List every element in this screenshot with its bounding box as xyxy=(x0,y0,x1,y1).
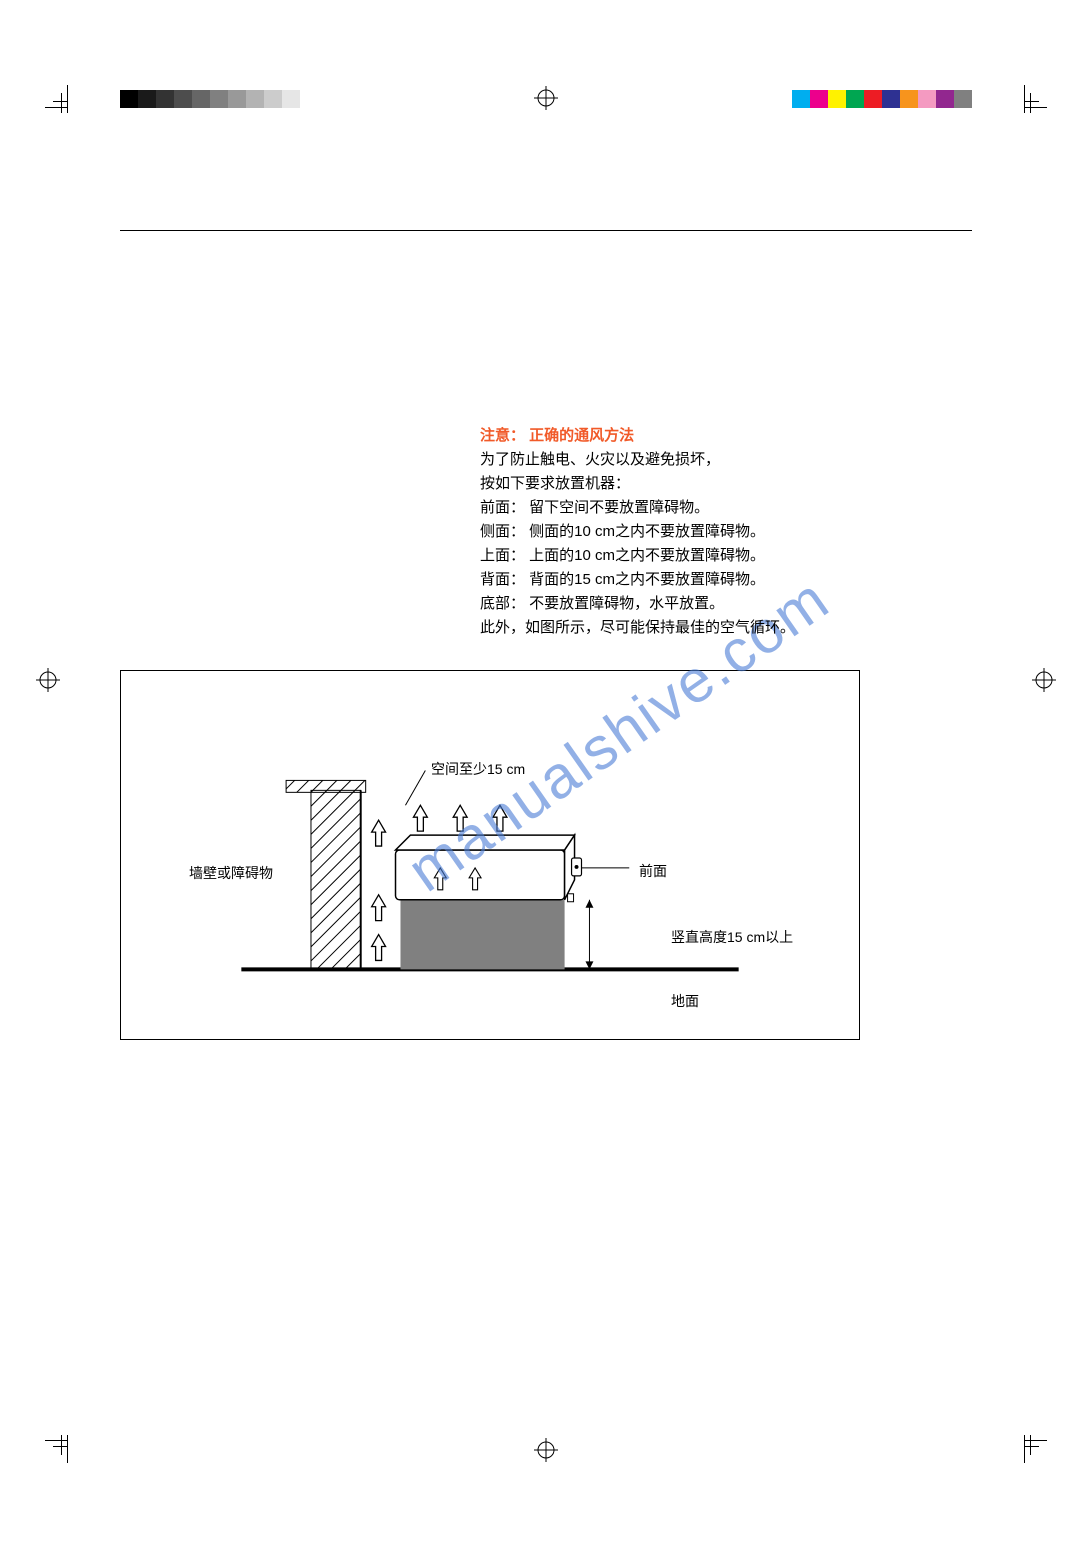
ventilation-diagram: 墙壁或障碍物 空间至少15 cm 前面 竖直高度15 cm以上 地面 xyxy=(120,670,860,1040)
grayscale-calibration-bar xyxy=(120,90,300,108)
header-rule xyxy=(120,230,972,231)
caution-line: 此外，如图所示，尽可能保持最佳的空气循环。 xyxy=(480,616,972,640)
caution-line: 侧面： 侧面的10 cm之内不要放置障碍物。 xyxy=(480,520,972,544)
color-calibration-bar xyxy=(792,90,972,108)
crop-mark-br xyxy=(1007,1423,1047,1463)
registration-mark-left xyxy=(36,668,60,692)
caution-line: 为了防止触电、火灾以及避免损坏， xyxy=(480,448,972,472)
label-wall: 墙壁或障碍物 xyxy=(189,863,273,883)
caution-section: 注意： 正确的通风方法 为了防止触电、火灾以及避免损坏， 按如下要求放置机器： … xyxy=(480,424,972,640)
caution-line: 背面： 背面的15 cm之内不要放置障碍物。 xyxy=(480,568,972,592)
caution-line: 前面： 留下空间不要放置障碍物。 xyxy=(480,496,972,520)
label-front: 前面 xyxy=(639,861,667,881)
crop-mark-tl xyxy=(45,85,85,125)
caution-line: 上面： 上面的10 cm之内不要放置障碍物。 xyxy=(480,544,972,568)
label-floor: 地面 xyxy=(671,991,699,1011)
caution-line: 底部： 不要放置障碍物，水平放置。 xyxy=(480,592,972,616)
label-top-clearance: 空间至少15 cm xyxy=(431,759,525,779)
registration-mark-top xyxy=(534,86,558,110)
crop-mark-tr xyxy=(1007,85,1047,125)
caution-line: 按如下要求放置机器： xyxy=(480,472,972,496)
label-stand-height: 竖直高度15 cm以上 xyxy=(671,927,793,947)
registration-mark-bottom xyxy=(534,1438,558,1462)
crop-mark-bl xyxy=(45,1423,85,1463)
caution-title: 注意： 正确的通风方法 xyxy=(480,424,972,448)
registration-mark-right xyxy=(1032,668,1056,692)
